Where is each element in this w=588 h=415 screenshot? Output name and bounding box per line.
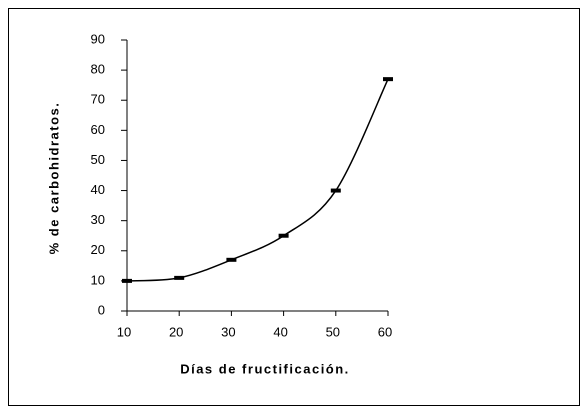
y-tick-label: 20 (91, 242, 105, 257)
x-tick-label: 20 (169, 324, 183, 339)
y-tick-label: 70 (91, 92, 105, 107)
marker (330, 188, 341, 193)
marker (174, 275, 185, 280)
x-axis-title: Días de fructificación. (180, 361, 350, 376)
y-tick-label: 50 (91, 152, 105, 167)
x-tick-label: 60 (378, 324, 392, 339)
marker (226, 257, 237, 262)
marker (122, 278, 132, 283)
chart-border (8, 8, 580, 406)
y-tick-label: 0 (98, 302, 105, 317)
y-axis-title: % de carbohidratos. (46, 102, 61, 255)
y-tick-label: 10 (91, 272, 105, 287)
y-tick-label: 60 (91, 122, 105, 137)
x-tick-label: 40 (273, 324, 287, 339)
x-tick-label: 30 (221, 324, 235, 339)
y-tick-label: 90 (91, 31, 105, 46)
marker (278, 233, 289, 238)
x-tick-label: 50 (326, 324, 340, 339)
y-tick-label: 40 (91, 182, 105, 197)
marker (383, 77, 393, 82)
x-tick-label: 10 (117, 324, 131, 339)
y-tick-label: 30 (91, 212, 105, 227)
y-tick-label: 80 (91, 62, 105, 77)
